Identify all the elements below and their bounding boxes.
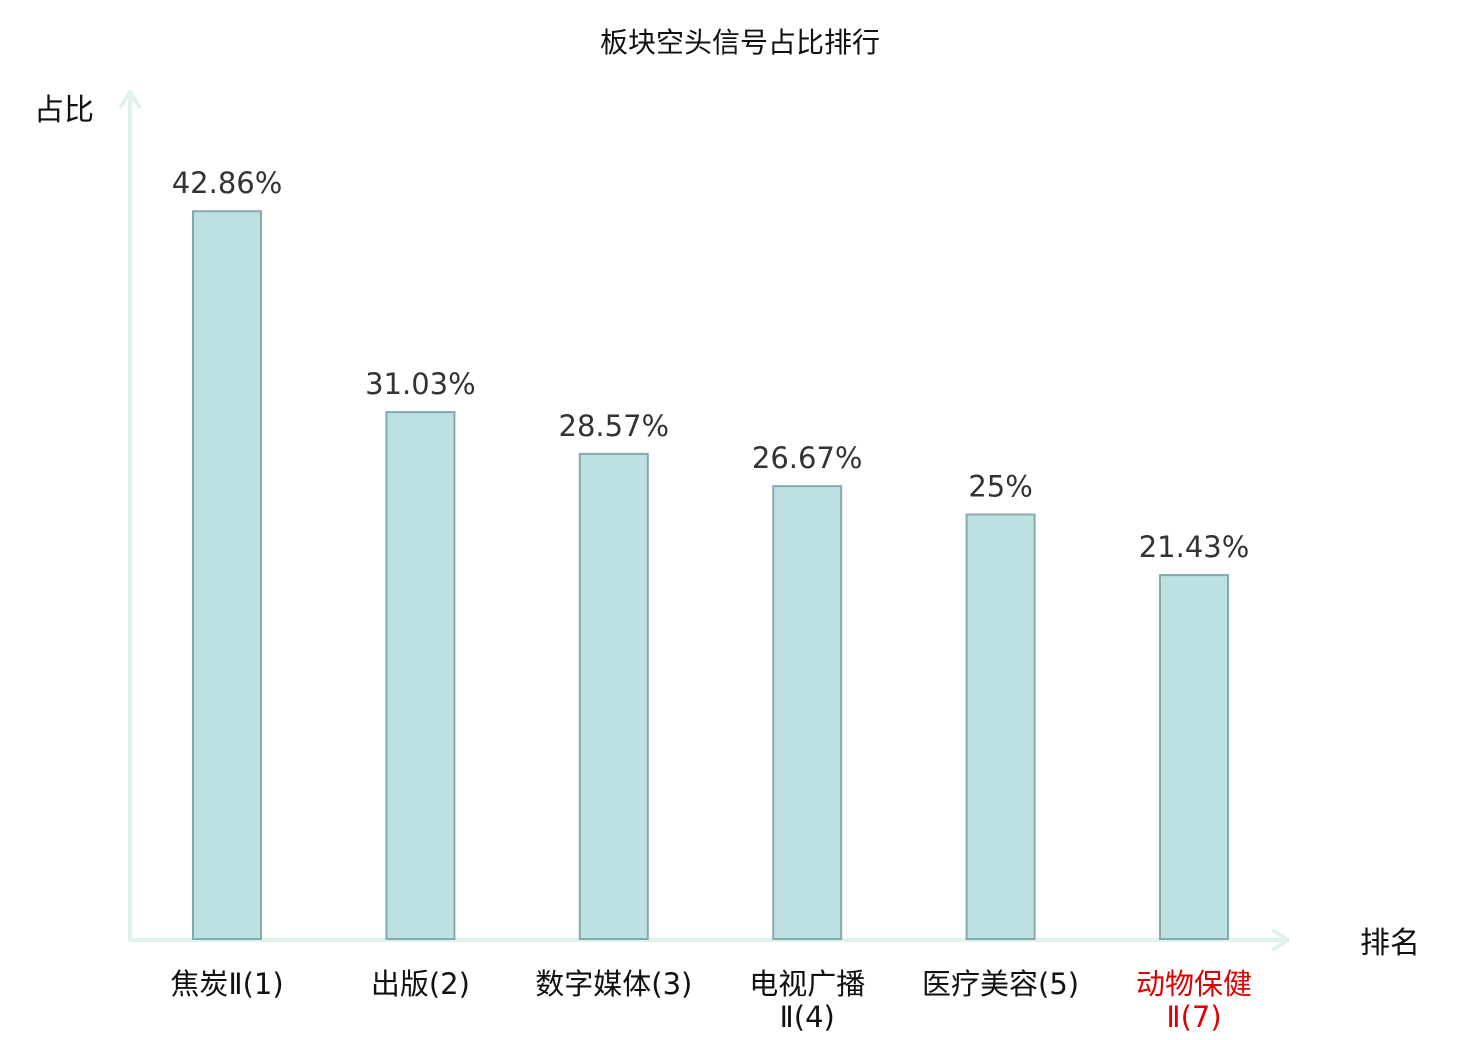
bar: [192, 210, 262, 941]
bar-value-label: 26.67%: [752, 441, 863, 475]
category-label: 焦炭Ⅱ(1): [170, 967, 283, 1001]
bar: [772, 485, 843, 940]
bar-value-label: 21.43%: [1139, 530, 1250, 564]
category-label: Ⅱ(7): [1166, 1000, 1221, 1034]
bar-value-label: 25%: [968, 470, 1032, 504]
y-axis-arrow: [118, 90, 142, 110]
category-label: 出版(2): [371, 967, 470, 1001]
bar-value-label: 31.03%: [365, 367, 476, 401]
x-axis-label: 排名: [1360, 926, 1420, 961]
bar: [965, 513, 1036, 940]
chart-title: 板块空头信号占比排行: [600, 26, 880, 59]
category-label: 数字媒体(3): [535, 967, 692, 1001]
bar-value-label: 28.57%: [559, 409, 670, 443]
category-label: Ⅱ(4): [780, 1000, 835, 1034]
y-axis-label: 占比: [34, 93, 94, 128]
bar-value-label: 42.86%: [172, 166, 283, 200]
x-axis-arrow: [1270, 928, 1290, 952]
category-label: 电视广播: [749, 967, 865, 1001]
bar: [578, 452, 649, 940]
bar: [1159, 574, 1229, 940]
category-label: 医疗美容(5): [922, 967, 1079, 1001]
bar: [385, 411, 456, 940]
bars-group: 42.86% 焦炭Ⅱ(1) 31.03% 出版(2) 28.57% 数字媒体(3) 26.6…: [170, 166, 1252, 1034]
category-label: 动物保健: [1136, 967, 1252, 1001]
